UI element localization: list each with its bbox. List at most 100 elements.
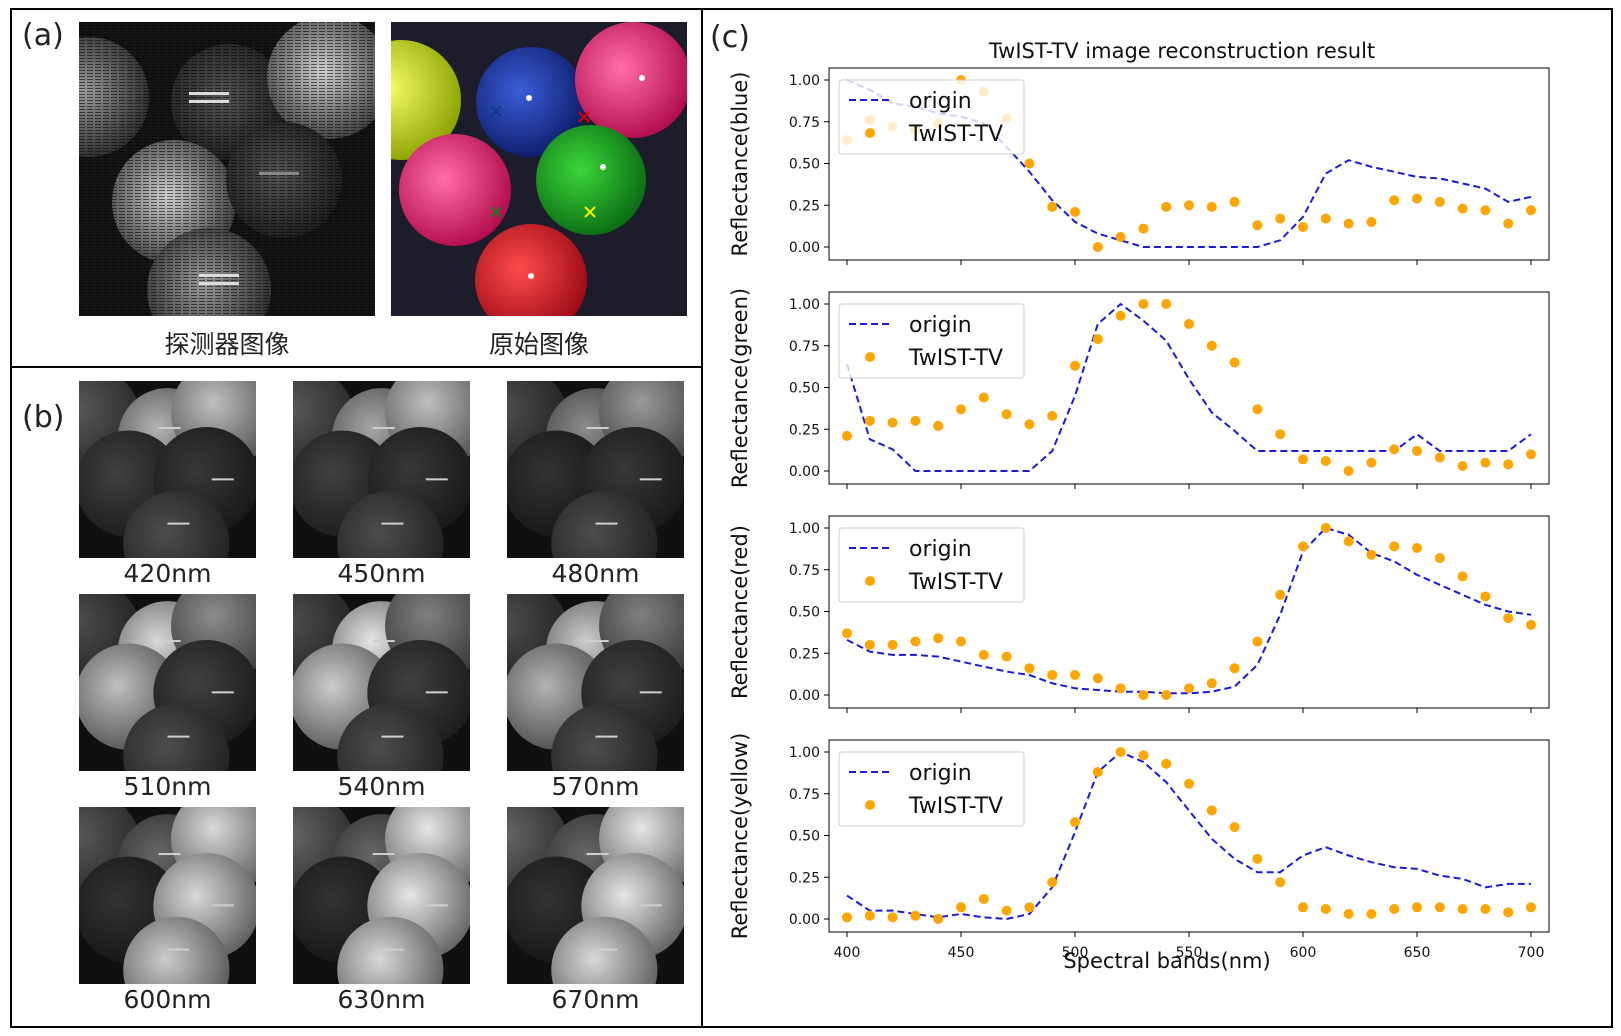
y-tick-label: 0.00 — [789, 464, 820, 480]
twist-point — [1389, 541, 1400, 552]
y-tick-label: 1.00 — [789, 297, 820, 313]
y-tick-label: 1.00 — [789, 73, 820, 89]
band-caption: 480nm — [551, 559, 640, 588]
y-tick-label: 0.00 — [789, 912, 820, 928]
x-tick-label: 650 — [1404, 945, 1431, 961]
twist-point — [864, 910, 875, 921]
y-tick-label: 0.50 — [789, 157, 820, 173]
twist-point — [1161, 299, 1172, 309]
twist-point — [910, 415, 921, 426]
twist-point — [1092, 242, 1103, 252]
legend-twist-swatch — [865, 128, 875, 138]
twist-point — [1161, 201, 1172, 212]
twist-point — [978, 649, 989, 660]
twist-point — [1320, 455, 1331, 466]
band-caption: 540nm — [337, 772, 426, 801]
band-caption: 450nm — [337, 559, 426, 588]
twist-point — [1389, 903, 1400, 914]
legend-twist-label: TwIST-TV — [908, 346, 1003, 371]
twist-point — [1115, 310, 1126, 321]
twist-point — [1206, 678, 1217, 689]
twist-point — [1457, 203, 1468, 214]
band-caption: 510nm — [123, 772, 212, 801]
twist-point — [1434, 452, 1445, 463]
twist-point — [1343, 536, 1354, 547]
twist-point — [1138, 223, 1149, 234]
twist-point — [1434, 553, 1445, 564]
twist-point — [1252, 220, 1263, 231]
panel-a-label: (a) — [22, 18, 64, 53]
reflectance-charts: TwIST-TV image reconstruction result 0.00… — [728, 39, 1550, 973]
twist-point — [1115, 747, 1126, 757]
y-tick-label: 0.25 — [789, 422, 820, 438]
twist-point — [978, 392, 989, 403]
x-axis-label: Spectral bands(nm) — [1063, 949, 1270, 973]
twist-point — [887, 912, 898, 923]
twist-point — [956, 902, 966, 913]
band-caption: 420nm — [123, 559, 212, 588]
twist-point — [1047, 669, 1058, 680]
twist-point — [1457, 571, 1468, 582]
twist-point — [1092, 334, 1103, 345]
panel-b-label: (b) — [22, 400, 65, 435]
y-tick-label: 0.25 — [789, 646, 820, 662]
original-color-image — [391, 22, 687, 316]
band-image-510nm — [79, 594, 256, 771]
detector-image-caption: 探测器图像 — [164, 330, 290, 359]
twist-point — [1229, 822, 1240, 833]
band-image-420nm — [79, 381, 256, 558]
twist-point — [1070, 817, 1080, 828]
twist-point — [1526, 205, 1536, 216]
twist-point — [1138, 750, 1149, 761]
twist-point — [1343, 908, 1354, 919]
detector-image — [79, 22, 375, 316]
band-caption: 600nm — [123, 985, 212, 1014]
y-tick-label: 0.00 — [789, 688, 820, 704]
y-tick-label: 0.75 — [789, 563, 820, 579]
twist-point — [933, 420, 944, 431]
legend-box — [838, 303, 1025, 379]
origin-line — [846, 526, 1532, 695]
twist-point — [1138, 690, 1149, 700]
band-caption: 630nm — [337, 985, 426, 1014]
twist-point — [1457, 460, 1468, 471]
y-axis-label: Reflectance(blue) — [728, 72, 752, 257]
y-tick-label: 0.50 — [789, 829, 820, 845]
twist-point — [1366, 457, 1377, 468]
green-cross-marker — [490, 206, 502, 218]
twist-point — [1526, 902, 1536, 913]
panel-c-label: (c) — [710, 20, 750, 55]
twist-point — [1047, 877, 1058, 888]
band-image-600nm — [79, 807, 256, 984]
x-tick-label: 500 — [1062, 945, 1089, 961]
twist-point — [1252, 636, 1263, 647]
twist-point — [1343, 466, 1354, 476]
twist-point — [887, 417, 898, 428]
twist-point — [1412, 902, 1422, 913]
legend-box — [838, 527, 1025, 603]
y-tick-label: 0.75 — [789, 787, 820, 803]
twist-point — [910, 910, 921, 921]
twist-point — [1275, 213, 1286, 224]
legend-twist-swatch — [865, 352, 875, 362]
band-image-630nm — [293, 807, 470, 984]
legend-twist-swatch — [865, 800, 875, 810]
twist-point — [1206, 805, 1217, 816]
twist-point — [1320, 523, 1331, 533]
twist-point — [1115, 231, 1126, 242]
twist-point — [1024, 158, 1035, 169]
x-tick-label: 700 — [1518, 945, 1545, 961]
twist-point — [910, 636, 921, 647]
twist-point — [956, 404, 966, 415]
twist-point — [864, 415, 875, 426]
twist-point — [1092, 767, 1103, 778]
x-tick-label: 600 — [1290, 945, 1317, 961]
twist-point — [978, 893, 989, 904]
twist-point — [1526, 619, 1536, 630]
y-axis-label: Reflectance(yellow) — [728, 733, 752, 940]
twist-point — [1252, 853, 1263, 864]
legend-origin-label: origin — [909, 761, 972, 786]
twist-point — [1389, 195, 1400, 206]
x-tick-label: 400 — [834, 945, 861, 961]
original-image-caption: 原始图像 — [488, 330, 589, 359]
